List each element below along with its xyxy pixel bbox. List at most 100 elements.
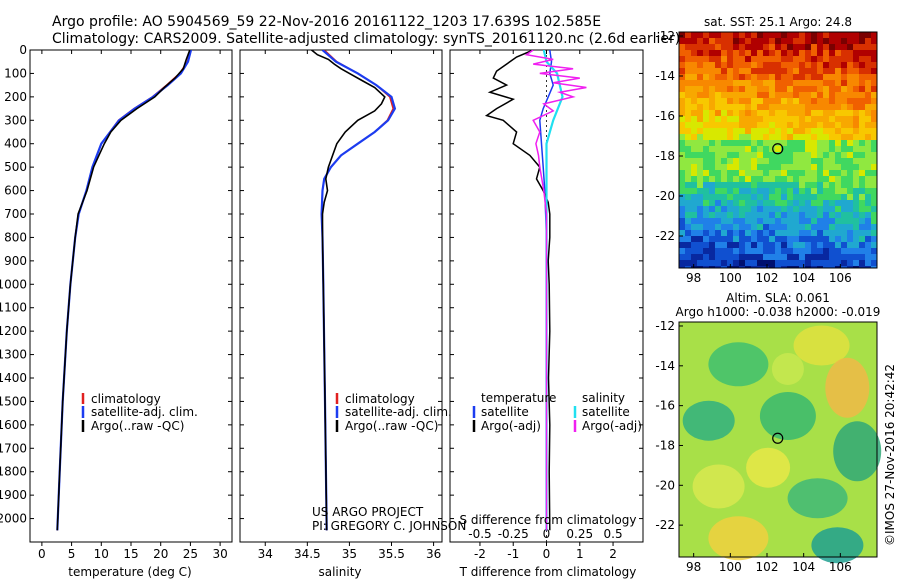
sst-pixel: [865, 152, 871, 158]
sst-pixel: [709, 56, 715, 62]
sst-pixel: [805, 92, 811, 98]
sst-pixel: [763, 38, 769, 44]
sst-pixel: [847, 32, 853, 38]
sst-pixel: [763, 32, 769, 38]
sst-pixel: [781, 56, 787, 62]
sst-pixel: [829, 146, 835, 152]
sst-pixel: [805, 164, 811, 170]
sst-pixel: [793, 260, 799, 266]
sst-pixel: [745, 242, 751, 248]
sst-pixel: [841, 200, 847, 206]
sst-pixel: [715, 140, 721, 146]
sst-pixel: [691, 152, 697, 158]
sst-pixel: [727, 236, 733, 242]
sst-pixel: [757, 200, 763, 206]
sst-pixel: [847, 206, 853, 212]
sst-pixel: [691, 140, 697, 146]
sst-pixel: [781, 68, 787, 74]
sst-pixel: [859, 80, 865, 86]
sst-pixel: [709, 80, 715, 86]
sst-pixel: [829, 92, 835, 98]
sst-pixel: [787, 176, 793, 182]
depth-tick-label: 400: [4, 137, 27, 151]
sst-pixel: [859, 206, 865, 212]
x-tick-label: 5: [68, 547, 76, 561]
sst-pixel: [835, 68, 841, 74]
sst-pixel: [781, 98, 787, 104]
sst-pixel: [835, 110, 841, 116]
sst-pixel: [871, 56, 877, 62]
sst-pixel: [865, 56, 871, 62]
sst-pixel: [763, 110, 769, 116]
sst-pixel: [799, 116, 805, 122]
sst-pixel: [715, 236, 721, 242]
sst-pixel: [817, 110, 823, 116]
sst-pixel: [871, 116, 877, 122]
sst-pixel: [829, 38, 835, 44]
sst-pixel: [697, 260, 703, 266]
sla-anomaly-patch: [692, 464, 745, 509]
sst-pixel: [865, 140, 871, 146]
sst-pixel: [697, 110, 703, 116]
sst-pixel: [679, 176, 685, 182]
sst-pixel: [691, 182, 697, 188]
sst-pixel: [781, 128, 787, 134]
sst-pixel: [781, 152, 787, 158]
sst-pixel: [799, 254, 805, 260]
sst-pixel: [685, 50, 691, 56]
sst-map-image: [679, 32, 877, 268]
sst-pixel: [829, 104, 835, 110]
sst-pixel: [847, 44, 853, 50]
sst-pixel: [757, 116, 763, 122]
sst-pixel: [853, 212, 859, 218]
sst-pixel: [787, 146, 793, 152]
sst-pixel: [817, 152, 823, 158]
legend-label-s-argo: Argo(-adj): [582, 419, 642, 433]
sst-pixel: [691, 38, 697, 44]
sst-pixel: [703, 218, 709, 224]
sst-pixel: [793, 92, 799, 98]
sst-pixel: [859, 236, 865, 242]
sst-pixel: [841, 230, 847, 236]
sst-pixel: [823, 158, 829, 164]
sst-pixel: [853, 242, 859, 248]
sst-pixel: [847, 92, 853, 98]
sst-pixel: [739, 158, 745, 164]
sst-pixel: [685, 140, 691, 146]
sst-pixel: [823, 74, 829, 80]
sst-pixel: [745, 74, 751, 80]
sst-pixel: [685, 104, 691, 110]
sst-pixel: [721, 170, 727, 176]
sst-pixel: [853, 152, 859, 158]
sst-pixel: [853, 92, 859, 98]
sst-pixel: [829, 134, 835, 140]
sst-pixel: [871, 230, 877, 236]
sst-pixel: [745, 236, 751, 242]
sst-pixel: [811, 224, 817, 230]
sst-pixel: [697, 32, 703, 38]
sst-pixel: [751, 68, 757, 74]
sst-pixel: [685, 224, 691, 230]
sst-pixel: [721, 62, 727, 68]
sst-pixel: [739, 44, 745, 50]
sst-pixel: [721, 176, 727, 182]
sst-pixel: [829, 182, 835, 188]
sst-pixel: [709, 86, 715, 92]
sst-pixel: [847, 140, 853, 146]
sst-pixel: [721, 158, 727, 164]
sst-pixel: [763, 188, 769, 194]
sst-pixel: [841, 98, 847, 104]
sst-pixel: [709, 176, 715, 182]
sst-pixel: [715, 176, 721, 182]
sst-pixel: [709, 254, 715, 260]
sst-pixel: [799, 110, 805, 116]
sst-pixel: [703, 80, 709, 86]
sst-pixel: [793, 38, 799, 44]
sst-pixel: [763, 158, 769, 164]
sla-anomaly-patch: [825, 357, 870, 418]
sst-pixel: [733, 128, 739, 134]
sst-pixel: [859, 62, 865, 68]
sst-pixel: [793, 230, 799, 236]
sst-pixel: [751, 248, 757, 254]
